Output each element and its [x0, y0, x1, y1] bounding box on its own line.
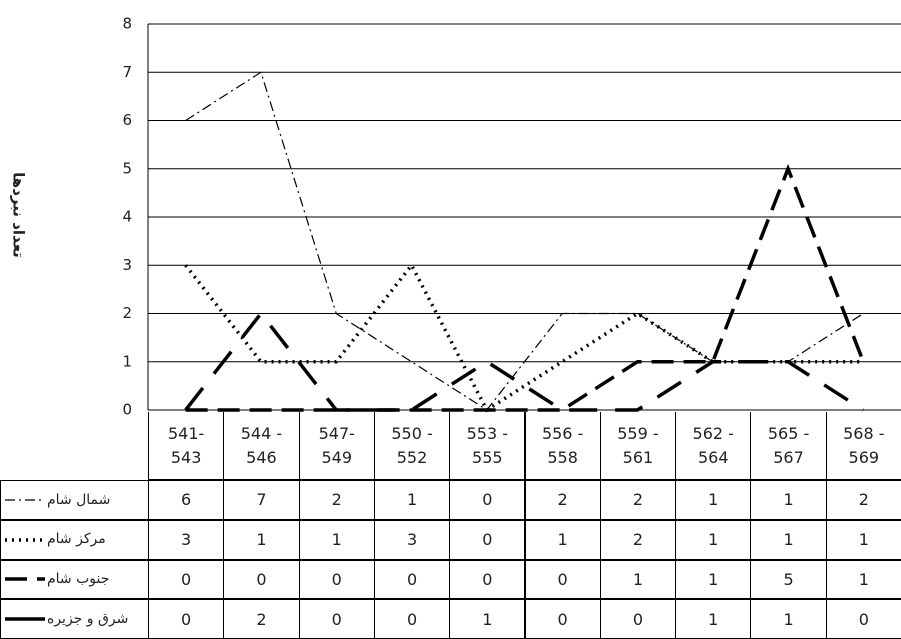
y-tick-label: 7: [122, 63, 132, 81]
legend-entry: شرق و جزیره: [0, 599, 149, 639]
table-value: 3: [373, 519, 451, 560]
legend-entry: شمال شام: [0, 480, 149, 520]
table-value: 0: [524, 599, 601, 639]
series-line: [185, 163, 865, 412]
legend-label: جنوب شام: [47, 571, 110, 588]
table-value: 0: [298, 559, 375, 600]
x-tick-label: 556 - 558: [524, 412, 601, 480]
table-value: 0: [599, 599, 677, 639]
table-value: 0: [148, 599, 225, 639]
table-value: 0: [524, 559, 601, 600]
x-tick-label: 541- 543: [148, 412, 225, 480]
x-tick-label: 553 - 555: [449, 412, 526, 480]
table-value: 3: [148, 519, 225, 560]
legend-entry: جنوب شام: [0, 559, 149, 600]
table-value: 1: [825, 559, 901, 600]
table-value: 1: [449, 599, 526, 639]
table-value: 1: [750, 519, 827, 560]
table-value: 1: [223, 519, 300, 560]
table-value: 0: [148, 559, 225, 600]
table-value: 1: [675, 559, 752, 600]
table-value: 1: [750, 599, 827, 639]
legend-swatch: [5, 499, 45, 501]
table-value: 0: [449, 480, 526, 520]
legend-label: شرق و جزیره: [47, 610, 129, 627]
table-value: 2: [599, 519, 677, 560]
table-value: 1: [373, 480, 451, 520]
y-tick-label: 8: [122, 15, 132, 33]
x-tick-label: 559 - 561: [599, 412, 677, 480]
table-value: 1: [524, 519, 601, 560]
table-value: 2: [524, 480, 601, 520]
legend-label: شمال شام: [47, 491, 111, 508]
table-value: 1: [298, 519, 375, 560]
table-value: 1: [675, 480, 752, 520]
table-value: 1: [675, 599, 752, 639]
table-value: 0: [449, 519, 526, 560]
table-value: 0: [373, 559, 451, 600]
table-value: 6: [148, 480, 225, 520]
table-value: 2: [223, 599, 300, 639]
x-tick-label: 547- 549: [298, 412, 375, 480]
y-axis-label: تعداد نبردها: [10, 172, 28, 258]
table-value: 1: [599, 559, 677, 600]
table-value: 7: [223, 480, 300, 520]
table-value: 2: [298, 480, 375, 520]
x-tick-label: 568 - 569: [825, 412, 901, 480]
series-line: [185, 71, 864, 411]
y-tick-label: 4: [122, 208, 132, 226]
legend-swatch: [5, 537, 45, 542]
legend-swatch: [5, 577, 45, 582]
y-tick-label: 2: [122, 304, 132, 322]
x-tick-label: 550 - 552: [373, 412, 451, 480]
table-value: 0: [449, 559, 526, 600]
x-tick-label: 544 - 546: [223, 412, 300, 480]
legend-swatch: [5, 617, 45, 621]
table-value: 0: [373, 599, 451, 639]
y-tick-label: 6: [122, 111, 132, 129]
y-tick-label: 3: [122, 256, 132, 274]
series-line: [184, 310, 865, 412]
table-value: 1: [675, 519, 752, 560]
table-value: 0: [223, 559, 300, 600]
series-line: [184, 262, 864, 413]
y-tick-label: 0: [122, 401, 132, 419]
table-value: 2: [599, 480, 677, 520]
y-tick-label: 5: [122, 159, 132, 177]
table-value: 1: [750, 480, 827, 520]
legend-label: مرکز شام: [47, 531, 106, 548]
table-value: 0: [825, 599, 901, 639]
table-value: 1: [825, 519, 901, 560]
x-tick-label: 565 - 567: [750, 412, 827, 480]
legend-entry: مرکز شام: [0, 519, 149, 560]
table-value: 5: [750, 559, 827, 600]
table-value: 2: [825, 480, 901, 520]
table-value: 0: [298, 599, 375, 639]
y-tick-label: 1: [122, 352, 132, 370]
x-tick-label: 562 - 564: [675, 412, 752, 480]
